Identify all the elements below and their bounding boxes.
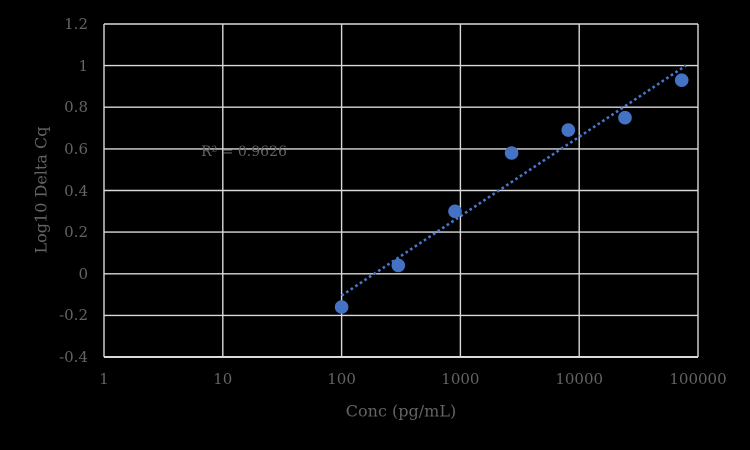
- y-tick-label: 0: [78, 264, 88, 283]
- x-tick-label: 100000: [669, 370, 727, 388]
- data-point: [561, 123, 576, 137]
- x-tick-label: 10000: [555, 370, 604, 388]
- y-tick-label: -0.2: [59, 306, 88, 325]
- x-tick-label: 1000: [441, 370, 480, 388]
- data-point: [504, 146, 519, 160]
- y-tick-label: 0.4: [64, 181, 88, 200]
- r-squared-annotation: R² = 0.9626: [201, 144, 287, 160]
- data-point: [391, 258, 406, 273]
- data-point: [674, 73, 689, 87]
- y-tick-label: 1.2: [64, 15, 88, 33]
- x-tick-label: 100: [327, 370, 356, 388]
- data-point: [618, 110, 632, 125]
- x-axis-title: Conc (pg/mL): [345, 401, 457, 421]
- y-tick-label: 1: [78, 56, 88, 75]
- y-tick-label: 0.8: [64, 98, 88, 117]
- y-axis-title: Log10 Delta Cq: [31, 126, 51, 254]
- y-tick-label: 0.6: [64, 139, 88, 158]
- data-point: [334, 300, 349, 314]
- data-point: [448, 204, 462, 219]
- x-tick-label: 10: [213, 370, 233, 388]
- y-tick-label: -0.4: [59, 348, 88, 366]
- x-tick-label: 1: [99, 370, 109, 388]
- y-tick-label: 0.2: [64, 223, 88, 242]
